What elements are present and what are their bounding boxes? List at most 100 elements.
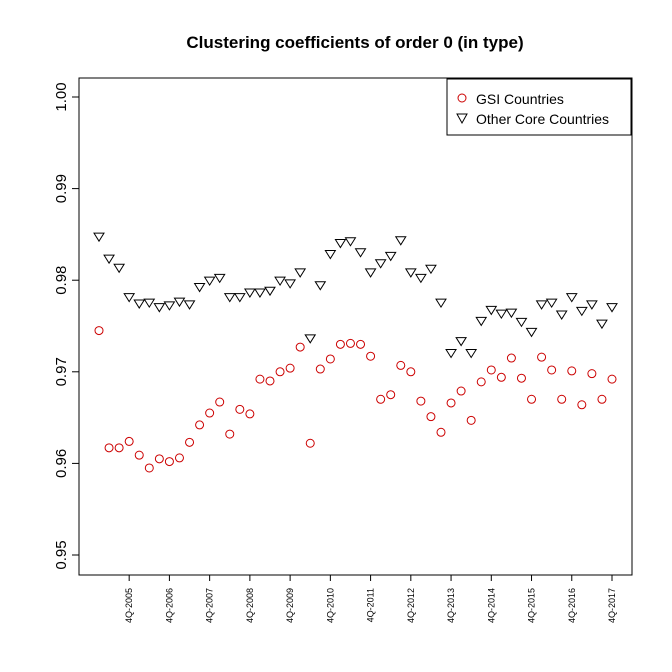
data-point-gsi bbox=[345, 338, 355, 348]
data-point-core bbox=[123, 293, 136, 303]
data-point-core bbox=[183, 300, 196, 310]
data-point-gsi bbox=[356, 339, 366, 349]
data-point-gsi bbox=[104, 443, 114, 453]
data-point-core bbox=[93, 232, 105, 243]
x-tick-label: 4Q-2013 bbox=[446, 588, 456, 623]
data-point-core bbox=[193, 283, 206, 293]
data-point-gsi bbox=[114, 443, 124, 453]
data-point-gsi bbox=[476, 377, 486, 387]
data-point-core bbox=[284, 279, 297, 289]
x-tick-label: 4Q-2011 bbox=[366, 588, 376, 622]
data-point-gsi bbox=[486, 365, 496, 375]
data-point-gsi bbox=[607, 374, 617, 384]
data-point-core bbox=[314, 281, 327, 291]
data-point-core bbox=[243, 288, 256, 298]
data-point-core bbox=[505, 308, 518, 319]
data-point-gsi bbox=[134, 450, 144, 460]
data-point-core bbox=[133, 299, 146, 309]
legend-marker-core-icon bbox=[456, 113, 468, 125]
data-point-gsi bbox=[235, 404, 245, 414]
data-point-gsi bbox=[215, 397, 225, 407]
data-point-gsi bbox=[124, 436, 134, 446]
data-point-core bbox=[606, 303, 618, 313]
data-point-core bbox=[565, 293, 578, 303]
data-point-core bbox=[465, 348, 478, 359]
data-point-gsi bbox=[496, 372, 506, 382]
x-tick-label: 4Q-2017 bbox=[607, 588, 617, 623]
data-point-core bbox=[344, 237, 357, 247]
data-point-gsi bbox=[527, 394, 537, 404]
data-point-core bbox=[455, 337, 468, 347]
x-tick-label: 4Q-2015 bbox=[527, 588, 537, 623]
data-point-gsi bbox=[396, 360, 406, 370]
data-point-gsi bbox=[466, 415, 476, 425]
data-point-gsi bbox=[225, 429, 235, 439]
data-point-gsi bbox=[416, 396, 426, 406]
x-tick-label: 4Q-2010 bbox=[325, 588, 335, 623]
data-point-gsi bbox=[386, 390, 396, 400]
x-tick-label: 4Q-2007 bbox=[205, 588, 215, 623]
data-point-gsi bbox=[537, 352, 547, 362]
data-point-gsi bbox=[456, 386, 466, 396]
data-point-core bbox=[545, 298, 558, 309]
data-point-core bbox=[153, 303, 166, 313]
y-axis: 0.95 0.96 0.97 0.98 0.99 1.00 bbox=[53, 82, 80, 570]
x-tick-label: 4Q-2014 bbox=[486, 588, 496, 623]
data-point-core bbox=[203, 276, 216, 287]
y-tick-label: 0.98 bbox=[53, 266, 70, 295]
series-core bbox=[93, 232, 618, 359]
data-point-core bbox=[233, 293, 246, 303]
data-point-gsi bbox=[335, 339, 345, 349]
data-point-core bbox=[223, 293, 236, 303]
x-tick-label: 4Q-2009 bbox=[285, 588, 295, 623]
data-point-gsi bbox=[597, 394, 607, 404]
data-point-gsi bbox=[185, 437, 195, 447]
data-point-gsi bbox=[94, 326, 104, 336]
series-gsi bbox=[94, 326, 617, 473]
data-point-gsi bbox=[174, 453, 184, 463]
data-point-core bbox=[294, 268, 307, 278]
data-point-core bbox=[354, 248, 367, 258]
data-point-gsi bbox=[255, 374, 265, 384]
data-point-core bbox=[324, 250, 337, 260]
data-point-gsi bbox=[426, 412, 436, 422]
x-axis: 4Q-2005 4Q-2006 4Q-2007 4Q-2008 4Q-2009 4Q-20… bbox=[124, 574, 617, 623]
legend: GSI Countries Other Core Countries bbox=[446, 78, 632, 136]
data-point-gsi bbox=[205, 408, 215, 418]
data-point-core bbox=[103, 254, 115, 265]
data-point-gsi bbox=[315, 364, 325, 374]
data-point-gsi bbox=[376, 394, 386, 404]
data-point-core bbox=[425, 264, 437, 275]
data-point-core bbox=[113, 263, 126, 274]
data-point-core bbox=[304, 334, 317, 344]
data-point-gsi bbox=[265, 376, 275, 386]
x-tick-label: 4Q-2005 bbox=[124, 588, 134, 623]
data-point-core bbox=[374, 259, 387, 269]
data-point-gsi bbox=[245, 409, 255, 419]
data-point-core bbox=[485, 305, 498, 316]
data-point-core bbox=[394, 236, 407, 246]
data-point-gsi bbox=[436, 427, 446, 437]
chart-title: Clustering coefficients of order 0 (in t… bbox=[186, 33, 523, 52]
data-point-core bbox=[585, 300, 598, 310]
data-point-core bbox=[495, 309, 508, 320]
data-point-gsi bbox=[516, 373, 526, 383]
data-point-core bbox=[475, 316, 488, 327]
data-point-gsi bbox=[164, 457, 174, 467]
y-tick-label: 0.96 bbox=[53, 449, 70, 478]
data-point-core bbox=[435, 298, 447, 309]
plot-area bbox=[78, 77, 633, 576]
data-point-gsi bbox=[144, 463, 154, 473]
data-point-gsi bbox=[285, 363, 295, 373]
data-point-core bbox=[254, 288, 266, 298]
data-point-core bbox=[264, 286, 276, 297]
data-point-core bbox=[384, 251, 397, 262]
data-point-core bbox=[575, 306, 588, 317]
data-point-gsi bbox=[506, 353, 516, 363]
data-point-core bbox=[445, 348, 457, 359]
y-tick-label: 1.00 bbox=[53, 82, 70, 111]
data-point-core bbox=[163, 301, 176, 311]
data-point-gsi bbox=[275, 367, 285, 377]
data-point-gsi bbox=[195, 420, 205, 430]
data-point-gsi bbox=[577, 400, 587, 410]
